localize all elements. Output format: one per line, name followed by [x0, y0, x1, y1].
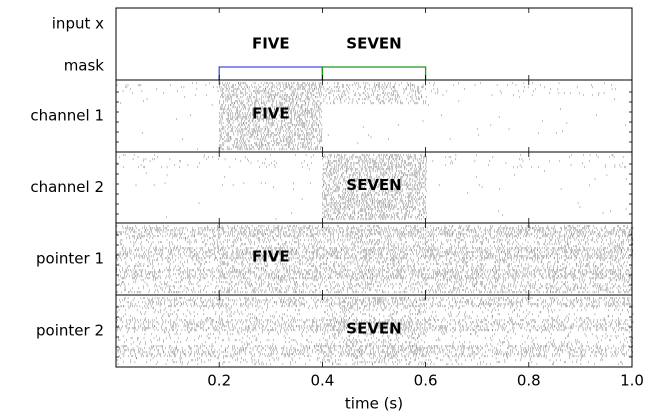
panel-label: pointer 1 — [36, 250, 104, 268]
mask-bracket — [218, 66, 324, 80]
input-label: input x — [52, 15, 104, 33]
panel-frame — [115, 79, 633, 153]
x-tick-label: 1.0 — [620, 372, 644, 390]
x-tick-label: 0.8 — [517, 372, 541, 390]
mask-word: SEVEN — [346, 35, 401, 53]
panel-annotation: FIVE — [252, 105, 290, 123]
panel-annotation: FIVE — [252, 248, 290, 266]
spikes — [116, 82, 627, 151]
x-tick-label: 0.2 — [207, 372, 231, 390]
x-axis-title: time (s) — [345, 395, 403, 413]
x-tick-label: 0.6 — [414, 372, 438, 390]
x-tick-label: 0.4 — [310, 372, 334, 390]
spikes — [115, 225, 634, 294]
panel-frame — [115, 294, 633, 368]
mask-word: FIVE — [252, 35, 290, 53]
panel-label: pointer 2 — [36, 322, 104, 340]
panel-annotation: SEVEN — [346, 176, 401, 194]
panel-annotation: SEVEN — [346, 320, 401, 338]
panel-label: channel 2 — [30, 178, 104, 196]
spikes — [117, 154, 633, 221]
mask-bracket — [321, 66, 427, 80]
panel-label: channel 1 — [30, 107, 104, 125]
mask-label: mask — [64, 57, 105, 75]
